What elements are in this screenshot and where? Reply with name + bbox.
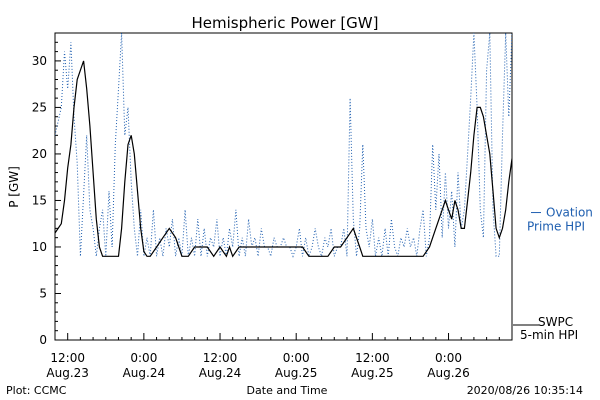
x-tick-date-label: Aug.24 — [199, 366, 242, 380]
x-tick-time-label: 12:00 — [50, 351, 85, 365]
x-tick-date-label: Aug.25 — [351, 366, 394, 380]
x-tick-time-label: 0:00 — [283, 351, 310, 365]
x-axis-label: Date and Time — [247, 384, 328, 397]
plot-timestamp: 2020/08/26 10:35:14 — [467, 384, 583, 397]
y-tick-label: 25 — [32, 100, 47, 114]
y-tick-label: 10 — [32, 240, 47, 254]
x-tick-date-label: Aug.23 — [46, 366, 89, 380]
x-tick-date-label: Aug.24 — [123, 366, 166, 380]
ovation-legend-label: Ovation — [546, 206, 593, 220]
y-tick-label: 15 — [32, 193, 47, 207]
plot-credit: Plot: CCMC — [6, 384, 67, 397]
x-tick-date-label: Aug.26 — [427, 366, 470, 380]
chart-title: Hemispheric Power [GW] — [192, 14, 379, 32]
y-tick-label: 30 — [32, 54, 47, 68]
swpc-legend-label: 5-min HPI — [520, 328, 578, 342]
swpc-legend-label: SWPC — [538, 315, 573, 329]
swpc-series-line — [55, 60, 512, 258]
ovation-legend-label: Prime HPI — [527, 220, 585, 234]
y-tick-label: 5 — [39, 286, 47, 300]
x-tick-time-label: 0:00 — [130, 351, 157, 365]
y-tick-label: 20 — [32, 147, 47, 161]
x-tick-time-label: 0:00 — [435, 351, 462, 365]
x-tick-time-label: 12:00 — [203, 351, 238, 365]
x-tick-date-label: Aug.25 — [275, 366, 318, 380]
plot-frame — [54, 32, 513, 341]
y-axis-label: P [GW] — [7, 166, 21, 208]
x-tick-time-label: 12:00 — [355, 351, 390, 365]
ovation-series-line — [55, 33, 512, 258]
y-tick-label: 0 — [39, 333, 47, 347]
